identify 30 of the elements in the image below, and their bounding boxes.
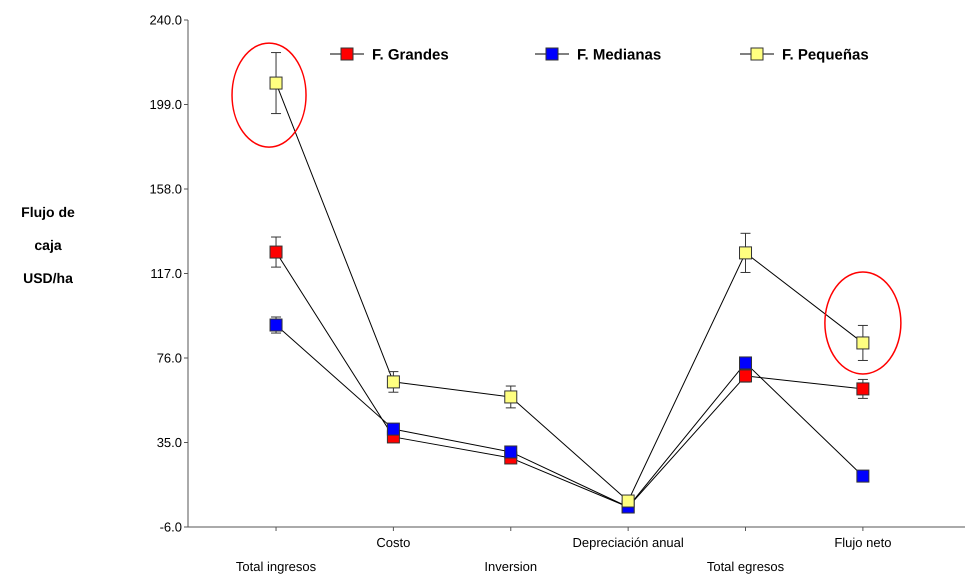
y-tick-label: 240.0 bbox=[149, 12, 182, 28]
legend-label: F. Medianas bbox=[577, 46, 662, 64]
point bbox=[856, 336, 870, 350]
point bbox=[504, 390, 518, 404]
y-tick-label: 199.0 bbox=[149, 97, 182, 112]
y-tick-label: 35.0 bbox=[156, 435, 182, 450]
point bbox=[386, 422, 400, 436]
legend-label: F. Grandes bbox=[372, 46, 449, 64]
x-tick-label: Total egresos bbox=[706, 559, 785, 574]
y-tick-label: 76.0 bbox=[156, 350, 182, 366]
x-tick-label: Inversion bbox=[484, 559, 538, 574]
y-tick-label: 158.0 bbox=[149, 182, 182, 197]
text: Flujo de caja USD/ha bbox=[21, 204, 75, 286]
point bbox=[270, 76, 283, 90]
x-tick-label: Total ingresos bbox=[236, 559, 317, 574]
point bbox=[856, 382, 870, 396]
point bbox=[856, 470, 870, 483]
y-tick-label: 117.0 bbox=[150, 266, 182, 282]
point bbox=[504, 445, 518, 458]
point bbox=[622, 494, 635, 508]
point bbox=[386, 375, 400, 388]
point bbox=[739, 356, 752, 370]
x-tick-label: Depreciación anual bbox=[572, 535, 684, 550]
y-tick-label: -6.0 bbox=[160, 520, 182, 535]
x-tick-label: Flujo neto bbox=[834, 535, 892, 550]
legend-label: F. Pequeñas bbox=[782, 46, 869, 64]
point bbox=[739, 246, 752, 260]
x-tick-label: Costo bbox=[376, 535, 410, 550]
point bbox=[270, 246, 283, 259]
point bbox=[270, 318, 283, 332]
